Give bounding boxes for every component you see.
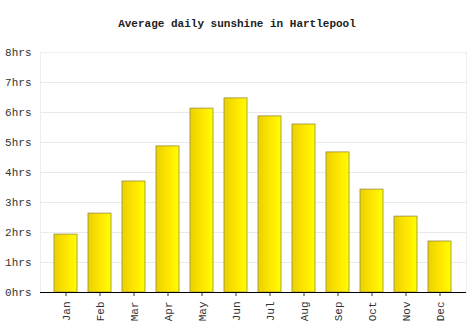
svg-text:3hrs: 3hrs [5, 197, 31, 209]
svg-text:Apr: Apr [163, 302, 175, 322]
svg-text:Jan: Jan [61, 302, 73, 322]
svg-text:Dec: Dec [435, 302, 447, 322]
svg-text:6hrs: 6hrs [5, 107, 31, 119]
svg-text:7hrs: 7hrs [5, 77, 31, 89]
svg-text:5hrs: 5hrs [5, 137, 31, 149]
svg-text:Jun: Jun [231, 302, 243, 322]
svg-text:Jul: Jul [265, 302, 277, 322]
html-text:Average daily sunshine in Hart: Average daily sunshine in Hartlepool [118, 18, 356, 30]
svg-text:4hrs: 4hrs [5, 167, 31, 179]
svg-text:Feb: Feb [95, 302, 107, 322]
svg-text:Mar: Mar [129, 302, 141, 322]
svg-text:1hrs: 1hrs [5, 257, 31, 269]
svg-text:May: May [197, 301, 209, 321]
svg-text:Aug: Aug [299, 302, 311, 322]
svg-text:8hrs: 8hrs [5, 47, 31, 59]
svg-text:Nov: Nov [401, 301, 413, 321]
svg-text:Oct: Oct [367, 302, 379, 322]
svg-text:Sep: Sep [333, 302, 345, 322]
svg-text:2hrs: 2hrs [5, 227, 31, 239]
svg-text:0hrs: 0hrs [5, 287, 31, 299]
